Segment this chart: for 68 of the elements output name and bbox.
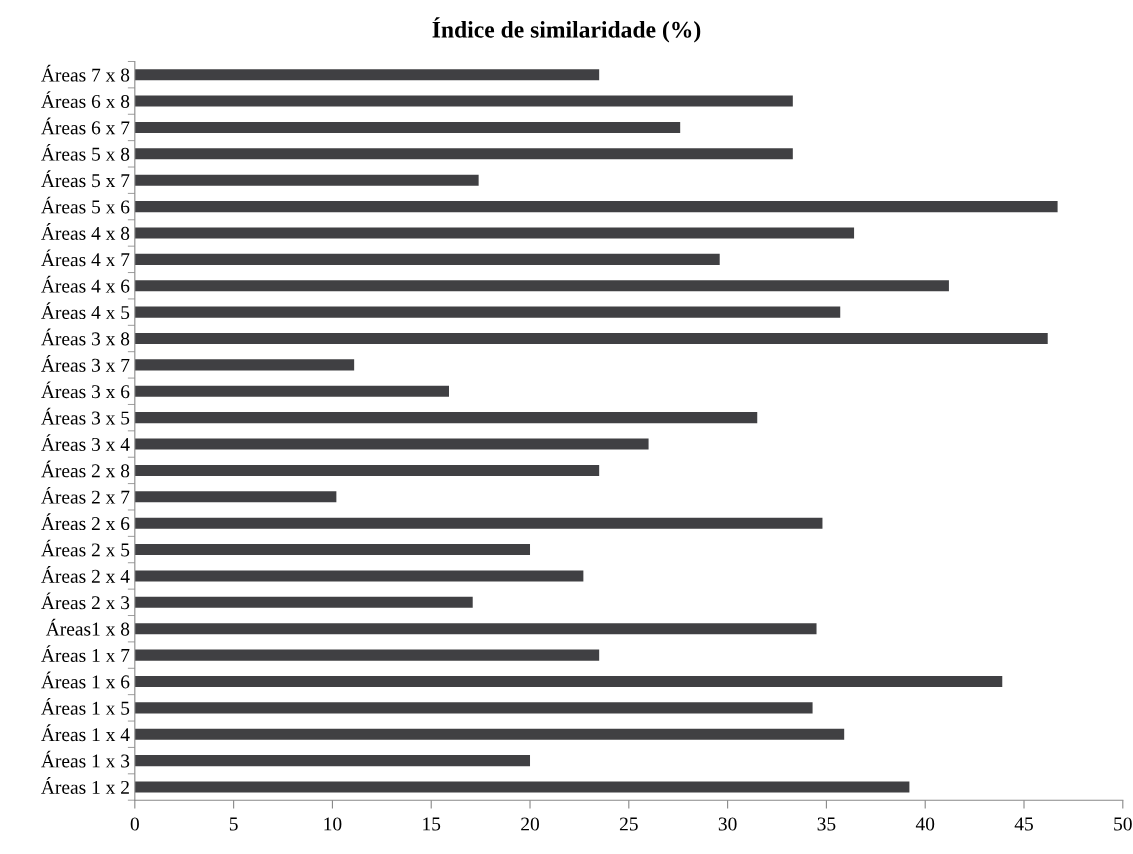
y-tick-label: Áreas 3 x 6 xyxy=(41,381,130,399)
y-tick-label: Áreas 4 x 7 xyxy=(41,249,130,267)
y-tick-label: Áreas 3 x 7 xyxy=(41,355,130,372)
y-tick-label: Áreas 1 x 7 xyxy=(41,645,130,663)
y-tick-label: Áreas 2 x 6 xyxy=(41,513,130,531)
y-tick-label: Áreas 3 x 4 xyxy=(41,434,130,451)
y-tick-label: Áreas 1 x 3 xyxy=(41,750,130,768)
bar xyxy=(134,623,817,635)
bar xyxy=(134,412,758,424)
chart-title: Índice de similaridade (%) xyxy=(432,17,701,43)
bar xyxy=(134,491,337,503)
y-tick-label: Áreas 2 x 5 xyxy=(41,539,130,557)
x-tick-label: 45 xyxy=(1014,817,1033,831)
y-tick-label: Áreas 6 x 8 xyxy=(41,91,130,108)
bar xyxy=(134,280,949,292)
bar xyxy=(134,675,1003,688)
x-tick-label: 35 xyxy=(817,817,836,831)
y-tick-label: Áreas 1 x 5 xyxy=(41,697,130,715)
y-tick-label: Áreas1 x 8 xyxy=(45,618,130,636)
x-tick-label: 30 xyxy=(718,817,737,831)
x-tick-label: 0 xyxy=(130,817,139,831)
y-tick-label: Áreas 3 x 8 xyxy=(41,328,130,346)
bar xyxy=(134,95,793,107)
bar xyxy=(134,755,531,767)
bar xyxy=(134,596,473,608)
x-tick-label: 15 xyxy=(423,817,441,831)
x-tick-label: 25 xyxy=(619,817,638,831)
x-tick-label: 10 xyxy=(324,817,342,831)
y-tick-label: Áreas 1 x 4 xyxy=(41,724,130,742)
bar xyxy=(134,332,1048,345)
y-tick-label: Áreas 6 x 7 xyxy=(41,117,130,135)
bar xyxy=(134,359,355,371)
y-tick-label: Áreas 2 x 4 xyxy=(41,566,130,583)
bar xyxy=(134,544,531,556)
bar xyxy=(134,148,793,160)
y-tick-label: Áreas 7 x 8 xyxy=(41,64,130,82)
bar xyxy=(134,728,845,740)
y-tick-label: Áreas 5 x 8 xyxy=(41,143,130,161)
bar xyxy=(134,781,910,793)
bar xyxy=(134,227,855,239)
bar xyxy=(134,69,600,81)
y-tick-label: Áreas 3 x 5 xyxy=(41,407,130,425)
bar xyxy=(134,121,681,133)
bar xyxy=(134,438,649,450)
bar xyxy=(134,464,600,476)
bar xyxy=(134,517,823,529)
x-tick-label: 40 xyxy=(915,817,935,831)
y-tick-label: Áreas 4 x 6 xyxy=(41,275,130,293)
y-tick-label: Áreas 4 x 5 xyxy=(41,302,130,320)
y-tick-label: Áreas 5 x 6 xyxy=(41,196,130,214)
y-tick-label: Áreas 2 x 3 xyxy=(41,592,130,610)
y-tick-label: Áreas 2 x 7 xyxy=(41,486,130,504)
bar xyxy=(134,385,449,397)
bar xyxy=(134,649,600,661)
bar xyxy=(134,306,841,318)
x-tick-label: 5 xyxy=(229,817,238,831)
x-tick-label: 20 xyxy=(521,817,539,831)
bar xyxy=(134,174,479,186)
y-tick-label: Áreas 2 x 8 xyxy=(41,460,130,478)
bar xyxy=(134,702,813,714)
bar xyxy=(134,201,1058,213)
y-tick-label: Áreas 1 x 2 xyxy=(41,777,129,794)
bar xyxy=(134,570,584,582)
y-tick-label: Áreas 4 x 8 xyxy=(41,223,130,240)
x-tick-label: 50 xyxy=(1114,817,1132,831)
y-tick-label: Áreas 5 x 7 xyxy=(41,170,130,188)
bar xyxy=(134,253,720,265)
y-tick-label: Áreas 1 x 6 xyxy=(41,671,130,689)
